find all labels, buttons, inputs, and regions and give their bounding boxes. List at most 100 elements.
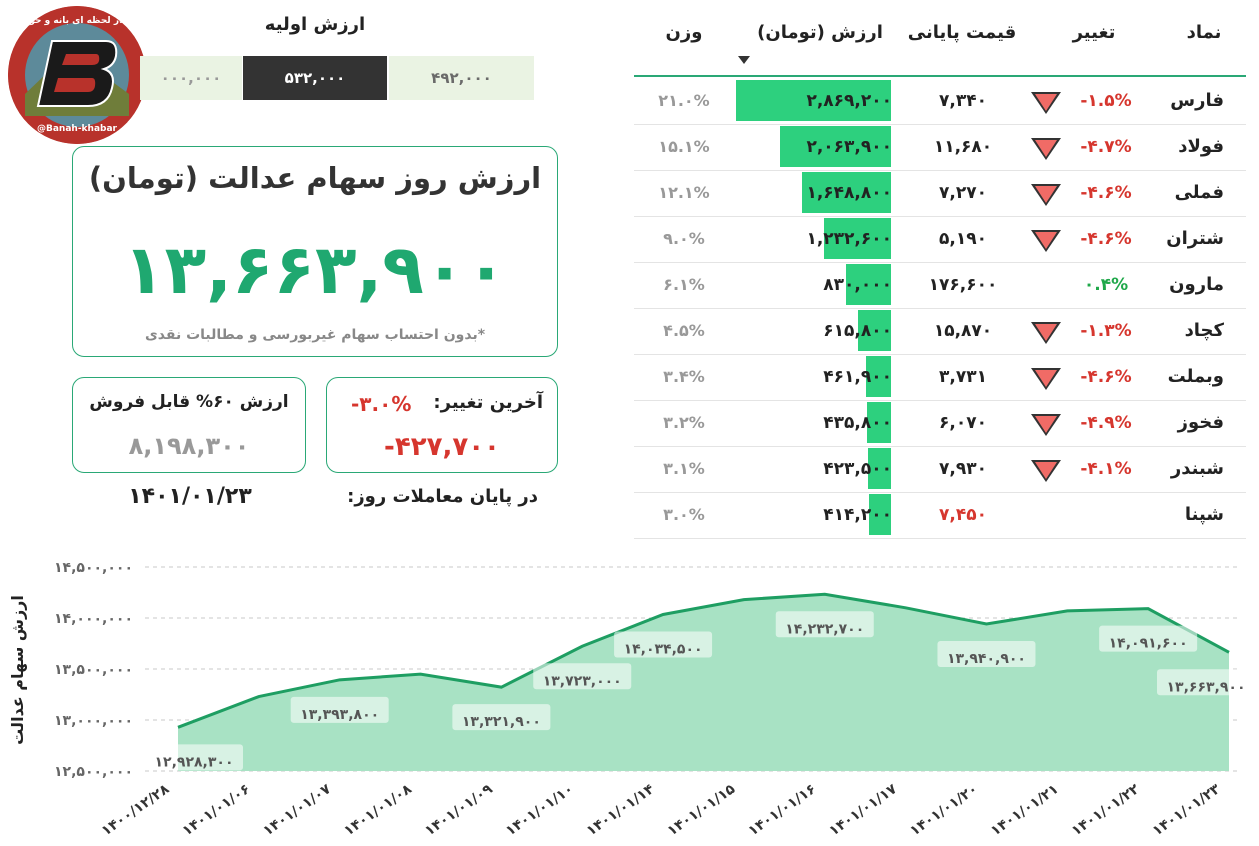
row-symbol[interactable]: کچاد xyxy=(1184,320,1224,341)
row-value: ۴۲۳,۵۰۰ xyxy=(823,459,892,479)
main-value-note: *بدون احتساب سهام غیربورسی و مطالبات نقد… xyxy=(144,327,486,343)
row-weight: ۱۲.۱% xyxy=(658,183,710,202)
column-header-weight[interactable]: وزن xyxy=(665,22,703,43)
y-axis-title: ارزش سهام عدالت xyxy=(8,595,27,745)
row-change: -۱.۳% xyxy=(1080,321,1132,341)
row-symbol[interactable]: مارون xyxy=(1169,274,1224,295)
column-header-price[interactable]: قیمت پایانی xyxy=(907,22,1017,43)
last-change-percent: -۳.۰% xyxy=(351,392,412,416)
initial-value-selected[interactable]: ۵۳۲,۰۰۰ xyxy=(243,56,387,100)
row-change: -۴.۷% xyxy=(1080,137,1132,157)
data-label-box xyxy=(533,663,632,690)
x-tick-label: ۱۴۰۱/۰۱/۰۶ xyxy=(180,781,254,839)
table-row[interactable]: فارس -۱.۵% ۷,۳۴۰ ۲,۸۶۹,۲۰۰ ۲۱.۰% xyxy=(634,78,1246,125)
column-header-value[interactable]: ارزش (تومان) xyxy=(757,22,883,43)
table-row[interactable]: مارون ۰.۴% ۱۷۶,۶۰۰ ۸۳۰,۰۰۰ ۶.۱% xyxy=(634,262,1246,309)
row-weight: ۳.۰% xyxy=(663,505,705,524)
row-weight: ۱۵.۱% xyxy=(658,137,710,156)
value-bar xyxy=(869,494,891,535)
data-label: ۱۳,۹۴۰,۹۰۰ xyxy=(947,651,1026,667)
row-price: ۵,۱۹۰ xyxy=(939,229,987,249)
table-row[interactable]: شبندر -۴.۱% ۷,۹۳۰ ۴۲۳,۵۰۰ ۳.۱% xyxy=(634,446,1246,493)
row-weight: ۶.۱% xyxy=(663,275,705,294)
row-symbol[interactable]: فملی xyxy=(1174,182,1224,203)
sellable-value-title: ارزش ۶۰% قابل فروش xyxy=(89,392,289,412)
row-symbol[interactable]: فولاد xyxy=(1178,136,1224,157)
main-value-card: ارزش روز سهام عدالت (تومان) ۱۳,۶۶۳,۹۰۰ *… xyxy=(72,146,558,357)
row-weight: ۳.۲% xyxy=(663,413,705,432)
row-price: ۷,۴۵۰ xyxy=(939,505,987,525)
table-row[interactable]: فملی -۴.۶% ۷,۲۷۰ ۱,۶۴۸,۸۰۰ ۱۲.۱% xyxy=(634,170,1246,217)
column-header-change[interactable]: تغییر xyxy=(1072,22,1116,43)
down-arrow-icon xyxy=(1031,368,1061,390)
value-bar xyxy=(866,356,891,397)
row-price: ۷,۲۷۰ xyxy=(939,183,987,203)
value-bar xyxy=(736,80,891,121)
value-bar xyxy=(867,402,891,443)
data-label: ۱۳,۳۹۳,۸۰۰ xyxy=(300,707,379,723)
row-value: ۶۱۵,۸۰۰ xyxy=(823,321,892,341)
channel-logo: اخبار لحظه ای بانه و حومه @Banah-khabar xyxy=(8,6,146,144)
value-bar xyxy=(780,126,891,167)
sort-descending-icon[interactable] xyxy=(738,56,750,64)
main-value-amount: ۱۳,۶۶۳,۹۰۰ xyxy=(123,231,507,310)
x-tick-label: ۱۴۰۱/۰۱/۲۱ xyxy=(988,781,1062,839)
data-label-box xyxy=(452,704,551,731)
data-label: ۱۳,۷۲۳,۰۰۰ xyxy=(543,673,622,689)
value-history-chart: ۱۲,۵۰۰,۰۰۰ ۱۳,۰۰۰,۰۰۰ ۱۳,۵۰۰,۰۰۰ ۱۴,۰۰۰,۰۰۰… xyxy=(0,540,1259,842)
initial-value-left: ۰۰۰,۰۰۰ xyxy=(140,56,242,100)
row-symbol[interactable]: وبملت xyxy=(1167,366,1224,387)
row-price: ۳,۷۳۱ xyxy=(939,367,987,387)
down-arrow-icon xyxy=(1031,230,1061,252)
row-price: ۷,۳۴۰ xyxy=(939,91,987,111)
y-tick-label: ۱۳,۰۰۰,۰۰۰ xyxy=(54,713,133,729)
column-header-symbol[interactable]: نماد xyxy=(1186,22,1222,43)
row-price: ۱۱,۶۸۰ xyxy=(933,137,993,157)
row-value: ۲,۸۶۹,۲۰۰ xyxy=(806,91,892,111)
row-value: ۴۱۴,۲۰۰ xyxy=(823,505,892,525)
data-label: ۱۴,۲۳۲,۷۰۰ xyxy=(785,621,864,637)
row-symbol[interactable]: شتران xyxy=(1166,228,1224,249)
table-row[interactable]: کچاد -۱.۳% ۱۵,۸۷۰ ۶۱۵,۸۰۰ ۴.۵% xyxy=(634,308,1246,355)
x-tick-label: ۱۴۰۱/۰۱/۱۰ xyxy=(503,781,577,839)
table-row[interactable]: فولاد -۴.۷% ۱۱,۶۸۰ ۲,۰۶۳,۹۰۰ ۱۵.۱% xyxy=(634,124,1246,171)
row-weight: ۴.۵% xyxy=(663,321,705,340)
initial-value-title: ارزش اولیه xyxy=(264,14,366,35)
y-tick-label: ۱۴,۵۰۰,۰۰۰ xyxy=(54,560,133,576)
date-label: در پایان معاملات روز: xyxy=(347,486,538,507)
row-value: ۱,۲۳۲,۶۰۰ xyxy=(806,229,892,249)
last-change-amount: -۴۲۷,۷۰۰ xyxy=(384,432,500,462)
data-label: ۱۳,۶۶۳,۹۰۰ xyxy=(1167,679,1246,695)
x-tick-label: ۱۴۰۱/۰۱/۱۵ xyxy=(665,781,739,839)
row-change: -۴.۶% xyxy=(1080,229,1132,249)
row-change: -۴.۶% xyxy=(1080,367,1132,387)
y-tick-label: ۱۲,۵۰۰,۰۰۰ xyxy=(54,764,133,780)
last-change-card: آخرین تغییر: -۳.۰% -۴۲۷,۷۰۰ xyxy=(326,377,558,473)
row-symbol[interactable]: فخوز xyxy=(1177,412,1224,433)
data-label: ۱۴,۰۳۴,۵۰۰ xyxy=(624,641,703,657)
row-value: ۴۳۵,۸۰۰ xyxy=(823,413,892,433)
down-arrow-icon xyxy=(1031,460,1061,482)
row-value: ۱,۶۴۸,۸۰۰ xyxy=(806,183,892,203)
row-symbol[interactable]: شبندر xyxy=(1170,458,1224,479)
y-tick-label: ۱۴,۰۰۰,۰۰۰ xyxy=(54,611,133,627)
chart-canvas: ۱۲,۵۰۰,۰۰۰ ۱۳,۰۰۰,۰۰۰ ۱۳,۵۰۰,۰۰۰ ۱۴,۰۰۰,۰۰۰… xyxy=(8,560,1255,839)
date-value: ۱۴۰۱/۰۱/۲۳ xyxy=(128,484,252,509)
logo-bottom-text: @Banah-khabar xyxy=(37,124,117,134)
row-change: ۰.۴% xyxy=(1083,275,1129,295)
row-symbol[interactable]: شپنا xyxy=(1184,504,1224,525)
x-tick-label: ۱۴۰۱/۰۱/۲۰ xyxy=(907,781,981,839)
row-change: -۴.۹% xyxy=(1080,413,1132,433)
table-row[interactable]: فخوز -۴.۹% ۶,۰۷۰ ۴۳۵,۸۰۰ ۳.۲% xyxy=(634,400,1246,447)
row-value: ۸۳۰,۰۰۰ xyxy=(823,275,892,295)
table-row[interactable]: وبملت -۴.۶% ۳,۷۳۱ ۴۶۱,۹۰۰ ۳.۴% xyxy=(634,354,1246,401)
data-label-box xyxy=(614,631,713,658)
row-value: ۲,۰۶۳,۹۰۰ xyxy=(806,137,892,157)
table-row[interactable]: شتران -۴.۶% ۵,۱۹۰ ۱,۲۳۲,۶۰۰ ۹.۰% xyxy=(634,216,1246,263)
data-label-box xyxy=(937,641,1036,668)
row-symbol[interactable]: فارس xyxy=(1170,90,1224,111)
table-row[interactable]: شپنا ۷,۴۵۰ ۴۱۴,۲۰۰ ۳.۰% xyxy=(634,492,1246,539)
data-label: ۱۴,۰۹۱,۶۰۰ xyxy=(1109,636,1188,652)
initial-value-right[interactable]: ۴۹۲,۰۰۰ xyxy=(389,56,534,100)
data-label-box xyxy=(1099,625,1198,652)
